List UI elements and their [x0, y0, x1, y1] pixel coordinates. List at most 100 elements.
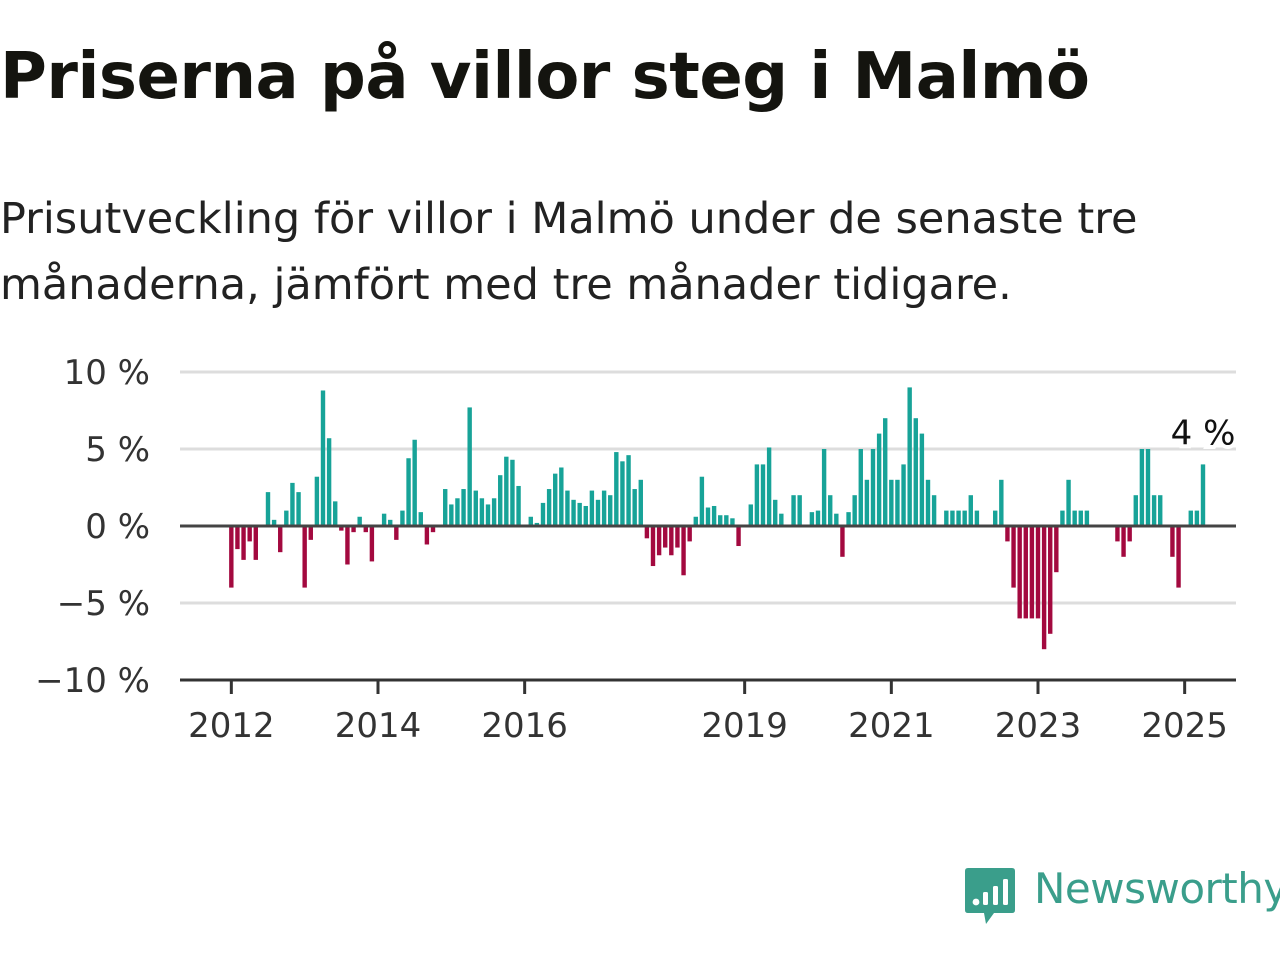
bar: [858, 449, 863, 526]
bar: [528, 516, 533, 526]
bar: [265, 492, 271, 526]
bar: [400, 510, 405, 526]
page-title: Priserna på villor steg i Malmö: [0, 40, 1090, 114]
bar: [595, 499, 601, 526]
bar: [1029, 526, 1035, 619]
bar: [479, 498, 485, 526]
bar: [363, 526, 368, 533]
bar: [229, 526, 234, 588]
bar: [895, 479, 900, 526]
bar: [1017, 526, 1022, 619]
bar: [852, 495, 857, 526]
bar: [424, 526, 430, 545]
bar: [999, 479, 1004, 526]
bar: [326, 438, 332, 526]
bar: [650, 526, 656, 567]
bar: [601, 490, 607, 526]
bar: [565, 490, 570, 526]
tick-labels: 10 % 5 % 0 % −5 % −10 % 2012 2014 2016 2019 2021 2…: [35, 353, 1228, 746]
bar: [1127, 526, 1132, 542]
bar: [711, 505, 717, 526]
bar: [931, 495, 937, 526]
x-tick-label: 2021: [848, 706, 935, 746]
price-change-chart: 10 % 5 % 0 % −5 % −10 % 2012 2014 2016 2019 2021 2…: [35, 353, 1240, 746]
bar: [546, 489, 552, 526]
bar: [485, 504, 491, 526]
bar: [498, 475, 503, 526]
bar: [1023, 526, 1028, 619]
bar: [577, 502, 582, 526]
bar: [797, 495, 802, 526]
bar: [1005, 526, 1010, 542]
bar: [1054, 526, 1059, 573]
bar: [1145, 449, 1151, 526]
bar: [1133, 495, 1138, 526]
bar: [1078, 510, 1083, 526]
bar: [406, 458, 411, 526]
bar: [388, 519, 393, 526]
bar: [993, 510, 998, 526]
x-tick-label: 2016: [481, 706, 568, 746]
bar: [870, 449, 876, 526]
bar: [864, 479, 870, 526]
bar: [1115, 526, 1120, 542]
bar: [430, 526, 436, 533]
bar: [608, 495, 613, 526]
bar: [278, 526, 283, 553]
bar: [253, 526, 258, 560]
bar: [791, 495, 796, 526]
bar: [302, 526, 307, 588]
bar: [656, 526, 662, 556]
last-value-annotation: 4 %: [1171, 413, 1236, 453]
bar: [919, 433, 925, 526]
bar: [766, 447, 772, 526]
bar: [974, 510, 980, 526]
bar: [571, 499, 576, 526]
bar: [730, 518, 735, 526]
bar: [760, 464, 766, 526]
bar: [638, 479, 643, 526]
bar: [687, 526, 692, 542]
bar: [1151, 495, 1157, 526]
bar: [1066, 479, 1071, 526]
bar: [333, 501, 338, 526]
bar: [1188, 510, 1193, 526]
bar: [553, 473, 558, 526]
bar: [516, 485, 521, 526]
bar: [345, 526, 350, 565]
bar: [705, 507, 711, 526]
bar: [235, 526, 240, 550]
bar: [815, 510, 821, 526]
bar: [754, 464, 760, 526]
bar: [1041, 526, 1047, 650]
bar: [956, 510, 961, 526]
bar: [663, 526, 668, 548]
x-tick-label: 2012: [188, 706, 275, 746]
bar: [925, 479, 931, 526]
bar: [620, 461, 625, 526]
grid-lines: [180, 370, 1236, 605]
bar: [394, 526, 399, 540]
bar: [247, 526, 252, 542]
bar: [296, 492, 301, 526]
bar: [748, 504, 753, 526]
bar: [669, 526, 674, 556]
bar: [290, 482, 295, 526]
annotations: 4 %: [1167, 409, 1240, 457]
bar: [876, 433, 882, 526]
bar: [1060, 510, 1065, 526]
y-tick-label: 0 %: [85, 507, 150, 547]
y-tick-label: −10 %: [35, 661, 150, 701]
bar: [950, 510, 955, 526]
bar: [284, 510, 289, 526]
bar: [809, 512, 815, 526]
bar: [418, 512, 423, 526]
bar: [779, 513, 784, 526]
bar: [901, 464, 906, 526]
bar: [632, 489, 637, 526]
bar: [736, 526, 741, 547]
bar: [1048, 526, 1053, 634]
bar: [443, 489, 448, 526]
bar: [449, 504, 454, 526]
bar: [1072, 510, 1077, 526]
